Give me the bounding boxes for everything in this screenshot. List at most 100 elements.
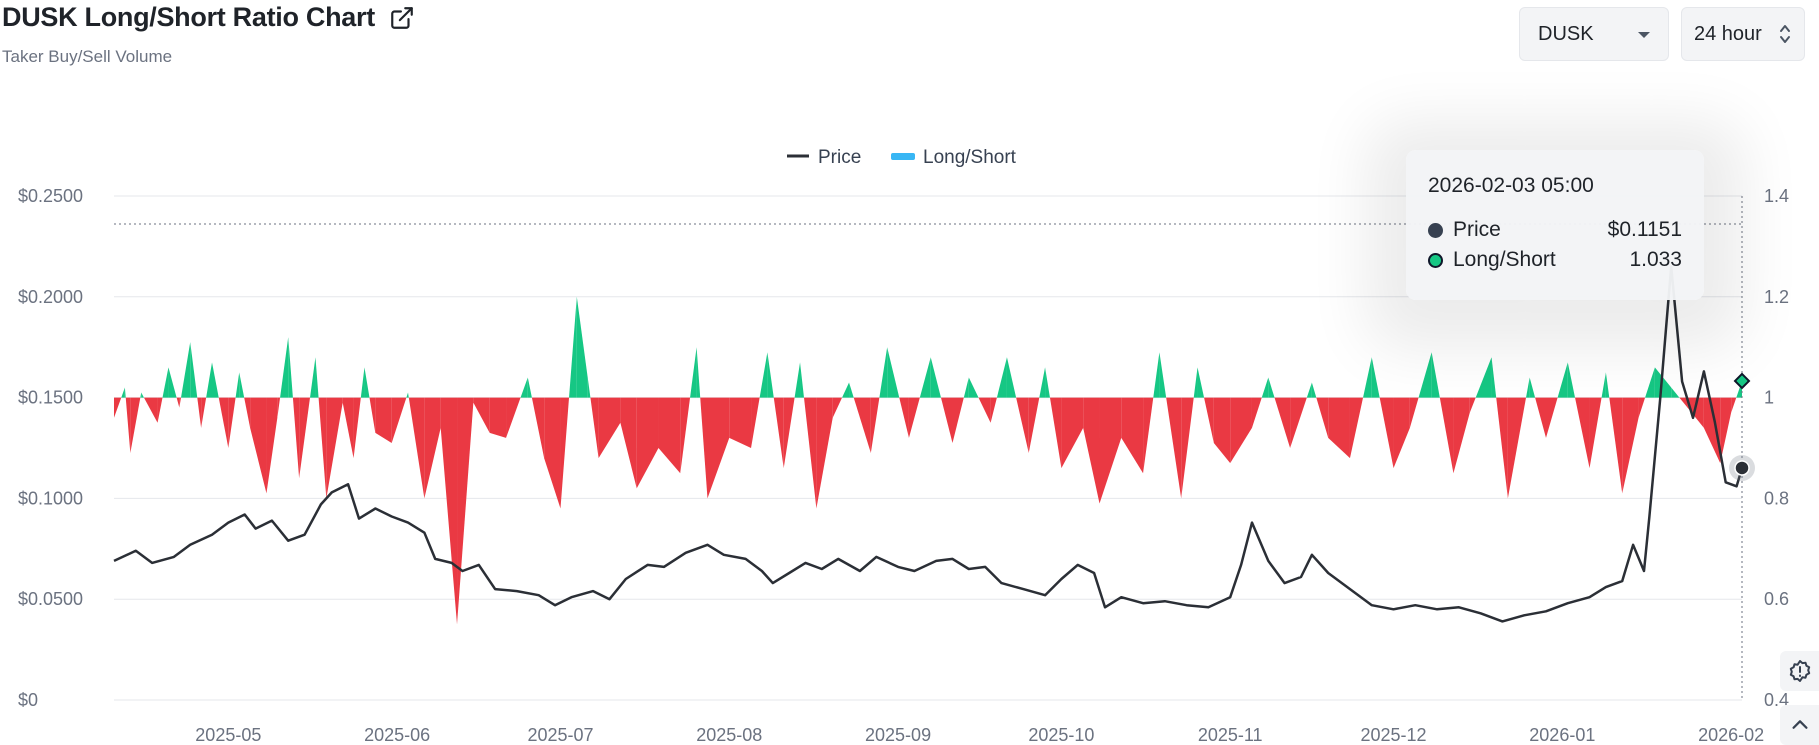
short-segment [250, 397, 267, 494]
short-segment [277, 397, 281, 418]
short-segment [598, 397, 621, 459]
long-segment [794, 362, 801, 398]
long-segment [360, 367, 365, 398]
y-left-tick-label: $0.0500 [18, 589, 83, 609]
short-segment [853, 397, 871, 454]
x-tick-label: 2025-10 [1028, 725, 1094, 745]
short-segment [1469, 397, 1476, 413]
external-link-icon[interactable] [389, 5, 415, 31]
short-segment [179, 397, 182, 408]
page-title: DUSK Long/Short Ratio Chart [2, 2, 375, 32]
short-segment [1328, 397, 1350, 459]
long-segment [168, 367, 177, 398]
short-segment [201, 397, 207, 428]
time-range-select[interactable]: 24 hour [1681, 7, 1805, 61]
tooltip-price-name: Price [1453, 218, 1501, 241]
long-short-area [114, 296, 1742, 625]
short-segment [114, 397, 122, 418]
long-segment [1039, 367, 1046, 398]
short-segment [978, 397, 991, 423]
long-segment [315, 357, 319, 398]
long-segment [408, 392, 409, 398]
long-segment [310, 357, 316, 398]
short-segment [157, 397, 163, 423]
long-segment [239, 372, 245, 398]
long-segment [1431, 352, 1440, 398]
short-segment [375, 397, 392, 443]
long-segment [1567, 362, 1576, 398]
short-segment [197, 397, 202, 428]
long-segment [963, 377, 969, 398]
short-segment [1589, 397, 1602, 469]
x-tick-label: 2026-02 [1698, 725, 1764, 745]
price-line [113, 265, 1744, 623]
long-segment [1193, 367, 1198, 398]
chart-legend[interactable]: Price Long/Short [787, 147, 1017, 168]
short-segment [783, 397, 795, 469]
short-segment [473, 397, 490, 433]
y-right-tick-label: 0.6 [1764, 589, 1789, 609]
long-segment [1306, 382, 1312, 398]
long-segment [842, 382, 850, 398]
long-segment [576, 296, 588, 398]
long-segment [140, 392, 142, 398]
x-tick-label: 2025-07 [527, 725, 593, 745]
y-right-tick-label: 1.4 [1764, 186, 1789, 206]
long-segment [1601, 372, 1606, 398]
long-segment [759, 352, 768, 398]
long-segment [879, 347, 888, 398]
long-segment [1311, 382, 1317, 398]
short-segment [1166, 397, 1182, 499]
x-tick-label: 2025-09 [865, 725, 931, 745]
long-segment [1159, 352, 1167, 398]
short-segment [1349, 397, 1364, 459]
short-segment [1703, 397, 1721, 464]
short-segment [1575, 397, 1590, 469]
short-segment [1290, 397, 1307, 448]
long-short-hover-point [1733, 372, 1751, 390]
chevron-up-icon [1791, 720, 1808, 729]
long-segment [406, 392, 409, 398]
long-segment [887, 347, 900, 398]
alert-button[interactable] [1780, 651, 1819, 691]
chevron-down-icon [1638, 32, 1650, 38]
long-segment [1645, 367, 1655, 398]
long-segment [1197, 367, 1205, 398]
short-segment [1679, 397, 1688, 408]
short-segment [990, 397, 997, 423]
short-segment [424, 397, 441, 499]
short-segment [369, 397, 376, 433]
short-segment [1143, 397, 1154, 474]
short-segment [1083, 397, 1100, 504]
short-segment [1121, 397, 1144, 474]
legend-long-short-label[interactable]: Long/Short [923, 147, 1017, 168]
chart-tooltip: 2026-02-03 05:00 Price $0.1151 Long/Shor… [1406, 150, 1704, 300]
long-segment [968, 377, 979, 398]
long-segment [162, 367, 169, 398]
coin-select[interactable]: DUSK [1519, 7, 1669, 61]
short-segment [176, 397, 180, 408]
tooltip-price-value: $0.1151 [1607, 218, 1682, 241]
short-segment [899, 397, 909, 438]
short-segment [751, 397, 760, 448]
long-segment [930, 357, 941, 398]
long-segment [141, 392, 144, 398]
tooltip-row-price: Price $0.1151 [1428, 215, 1682, 245]
long-segment [767, 352, 774, 398]
long-segment [212, 362, 219, 398]
legend-price-label[interactable]: Price [818, 147, 861, 168]
short-segment [658, 397, 681, 474]
long-segment [190, 342, 198, 398]
short-segment [773, 397, 784, 469]
short-segment [544, 397, 561, 509]
short-segment [620, 397, 637, 489]
short-segment [1609, 397, 1623, 494]
short-segment [1213, 397, 1231, 464]
scroll-top-button[interactable] [1780, 705, 1819, 745]
long-segment [1363, 357, 1372, 398]
long-segment [1418, 352, 1432, 398]
y-left-tick-label: $0 [18, 690, 38, 710]
long-segment [849, 382, 854, 398]
long-segment [1605, 372, 1610, 398]
